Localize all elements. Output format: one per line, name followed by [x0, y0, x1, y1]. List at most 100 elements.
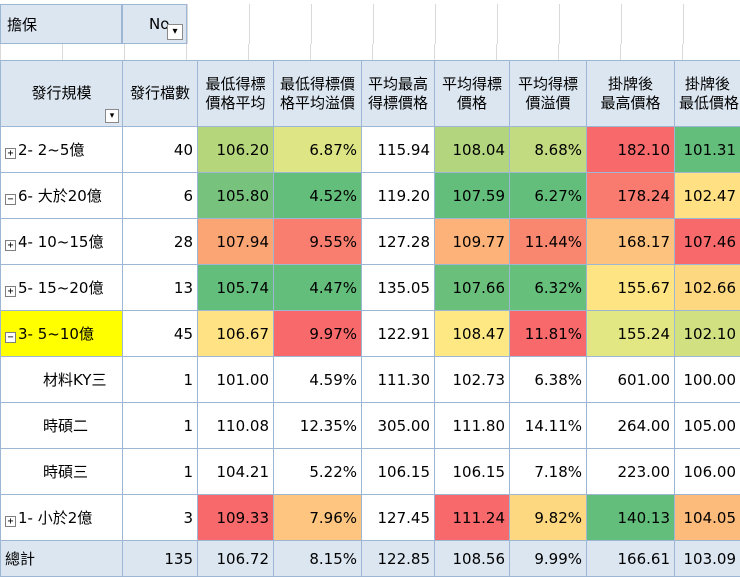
row-label-cell[interactable]: −6- 大於20億: [1, 173, 123, 219]
collapse-icon[interactable]: −: [5, 194, 16, 205]
value-cell-v5[interactable]: 7.18%: [510, 449, 587, 495]
value-cell-v1[interactable]: 105.80: [198, 173, 274, 219]
value-cell-v4[interactable]: 109.77: [435, 219, 510, 265]
value-cell-v4[interactable]: 108.47: [435, 311, 510, 357]
value-cell-count[interactable]: 6: [123, 173, 198, 219]
empty-row[interactable]: [0, 44, 740, 60]
row-label-cell[interactable]: +1- 小於2億: [1, 495, 123, 541]
value-cell-v3[interactable]: 111.30: [362, 357, 435, 403]
empty-cells[interactable]: [187, 4, 740, 44]
expand-icon[interactable]: +: [5, 516, 16, 527]
value-cell-v4[interactable]: 107.59: [435, 173, 510, 219]
value-cell-v6[interactable]: 168.17: [587, 219, 675, 265]
row-label-cell[interactable]: 時碩二: [1, 403, 123, 449]
column-header-8[interactable]: 掛牌後最低價格: [675, 61, 740, 127]
value-cell-v2[interactable]: 9.97%: [274, 311, 362, 357]
value-cell-v7[interactable]: 100.00: [675, 357, 740, 403]
row-label-cell[interactable]: −3- 5~10億: [1, 311, 123, 357]
value-cell-v7[interactable]: 105.00: [675, 403, 740, 449]
value-cell-v1[interactable]: 104.21: [198, 449, 274, 495]
value-cell-count[interactable]: 40: [123, 127, 198, 173]
row-label-cell[interactable]: 材料KY三: [1, 357, 123, 403]
value-cell-v5[interactable]: 9.99%: [510, 541, 587, 577]
row-label-cell[interactable]: 總計: [1, 541, 123, 577]
value-cell-v6[interactable]: 264.00: [587, 403, 675, 449]
value-cell-v5[interactable]: 6.32%: [510, 265, 587, 311]
value-cell-v2[interactable]: 12.35%: [274, 403, 362, 449]
value-cell-v3[interactable]: 122.85: [362, 541, 435, 577]
row-label-cell[interactable]: 時碩三: [1, 449, 123, 495]
value-cell-v7[interactable]: 103.09: [675, 541, 740, 577]
value-cell-v7[interactable]: 104.05: [675, 495, 740, 541]
value-cell-v7[interactable]: 106.00: [675, 449, 740, 495]
value-cell-v1[interactable]: 110.08: [198, 403, 274, 449]
value-cell-v3[interactable]: 305.00: [362, 403, 435, 449]
value-cell-v4[interactable]: 111.24: [435, 495, 510, 541]
column-header-3[interactable]: 最低得標價格平均溢價: [274, 61, 362, 127]
column-header-4[interactable]: 平均最高得標價格: [362, 61, 435, 127]
value-cell-v6[interactable]: 178.24: [587, 173, 675, 219]
value-cell-count[interactable]: 1: [123, 357, 198, 403]
value-cell-count[interactable]: 28: [123, 219, 198, 265]
value-cell-v4[interactable]: 102.73: [435, 357, 510, 403]
value-cell-v6[interactable]: 601.00: [587, 357, 675, 403]
expand-icon[interactable]: +: [5, 240, 16, 251]
sort-dropdown-icon[interactable]: ▾: [105, 109, 119, 123]
column-header-1[interactable]: 發行檔數: [123, 61, 198, 127]
value-cell-v3[interactable]: 115.94: [362, 127, 435, 173]
value-cell-v3[interactable]: 122.91: [362, 311, 435, 357]
value-cell-v2[interactable]: 4.52%: [274, 173, 362, 219]
value-cell-v4[interactable]: 107.66: [435, 265, 510, 311]
value-cell-v5[interactable]: 6.38%: [510, 357, 587, 403]
value-cell-v3[interactable]: 119.20: [362, 173, 435, 219]
expand-icon[interactable]: +: [5, 148, 16, 159]
value-cell-v6[interactable]: 140.13: [587, 495, 675, 541]
value-cell-v2[interactable]: 9.55%: [274, 219, 362, 265]
value-cell-v5[interactable]: 8.68%: [510, 127, 587, 173]
value-cell-count[interactable]: 3: [123, 495, 198, 541]
value-cell-v4[interactable]: 111.80: [435, 403, 510, 449]
column-header-7[interactable]: 掛牌後最高價格: [587, 61, 675, 127]
column-header-5[interactable]: 平均得標價格: [435, 61, 510, 127]
value-cell-v4[interactable]: 108.04: [435, 127, 510, 173]
value-cell-count[interactable]: 1: [123, 403, 198, 449]
value-cell-count[interactable]: 13: [123, 265, 198, 311]
value-cell-v7[interactable]: 102.10: [675, 311, 740, 357]
column-header-2[interactable]: 最低得標價格平均: [198, 61, 274, 127]
filter-field-value[interactable]: No ▾: [122, 4, 187, 44]
value-cell-v2[interactable]: 4.47%: [274, 265, 362, 311]
value-cell-count[interactable]: 135: [123, 541, 198, 577]
value-cell-v5[interactable]: 11.81%: [510, 311, 587, 357]
column-header-0[interactable]: 發行規模▾: [1, 61, 123, 127]
value-cell-v6[interactable]: 155.67: [587, 265, 675, 311]
filter-dropdown-icon[interactable]: ▾: [167, 24, 183, 40]
value-cell-v1[interactable]: 106.72: [198, 541, 274, 577]
value-cell-v1[interactable]: 109.33: [198, 495, 274, 541]
value-cell-v6[interactable]: 223.00: [587, 449, 675, 495]
value-cell-v5[interactable]: 11.44%: [510, 219, 587, 265]
value-cell-v4[interactable]: 108.56: [435, 541, 510, 577]
value-cell-v2[interactable]: 4.59%: [274, 357, 362, 403]
collapse-icon[interactable]: −: [5, 332, 16, 343]
value-cell-v3[interactable]: 127.45: [362, 495, 435, 541]
value-cell-v6[interactable]: 166.61: [587, 541, 675, 577]
value-cell-v1[interactable]: 105.74: [198, 265, 274, 311]
value-cell-v3[interactable]: 106.15: [362, 449, 435, 495]
value-cell-v7[interactable]: 102.47: [675, 173, 740, 219]
value-cell-v2[interactable]: 6.87%: [274, 127, 362, 173]
value-cell-v3[interactable]: 127.28: [362, 219, 435, 265]
value-cell-v5[interactable]: 6.27%: [510, 173, 587, 219]
row-label-cell[interactable]: +5- 15~20億: [1, 265, 123, 311]
value-cell-count[interactable]: 1: [123, 449, 198, 495]
value-cell-v6[interactable]: 182.10: [587, 127, 675, 173]
column-header-6[interactable]: 平均得標價溢價: [510, 61, 587, 127]
value-cell-v1[interactable]: 107.94: [198, 219, 274, 265]
value-cell-v2[interactable]: 8.15%: [274, 541, 362, 577]
value-cell-v1[interactable]: 101.00: [198, 357, 274, 403]
expand-icon[interactable]: +: [5, 286, 16, 297]
row-label-cell[interactable]: +4- 10~15億: [1, 219, 123, 265]
value-cell-v1[interactable]: 106.20: [198, 127, 274, 173]
value-cell-v4[interactable]: 106.15: [435, 449, 510, 495]
value-cell-v2[interactable]: 5.22%: [274, 449, 362, 495]
value-cell-v3[interactable]: 135.05: [362, 265, 435, 311]
